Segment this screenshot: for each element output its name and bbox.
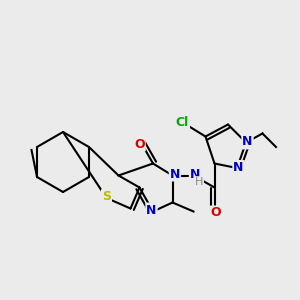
Text: O: O (134, 137, 145, 151)
Text: N: N (146, 203, 157, 217)
Text: O: O (211, 206, 221, 220)
Text: N: N (170, 167, 180, 181)
Text: N: N (190, 167, 200, 181)
Text: S: S (102, 190, 111, 203)
Text: Cl: Cl (176, 116, 189, 130)
Text: N: N (242, 135, 253, 148)
Text: H: H (195, 177, 203, 187)
Text: N: N (233, 161, 244, 174)
